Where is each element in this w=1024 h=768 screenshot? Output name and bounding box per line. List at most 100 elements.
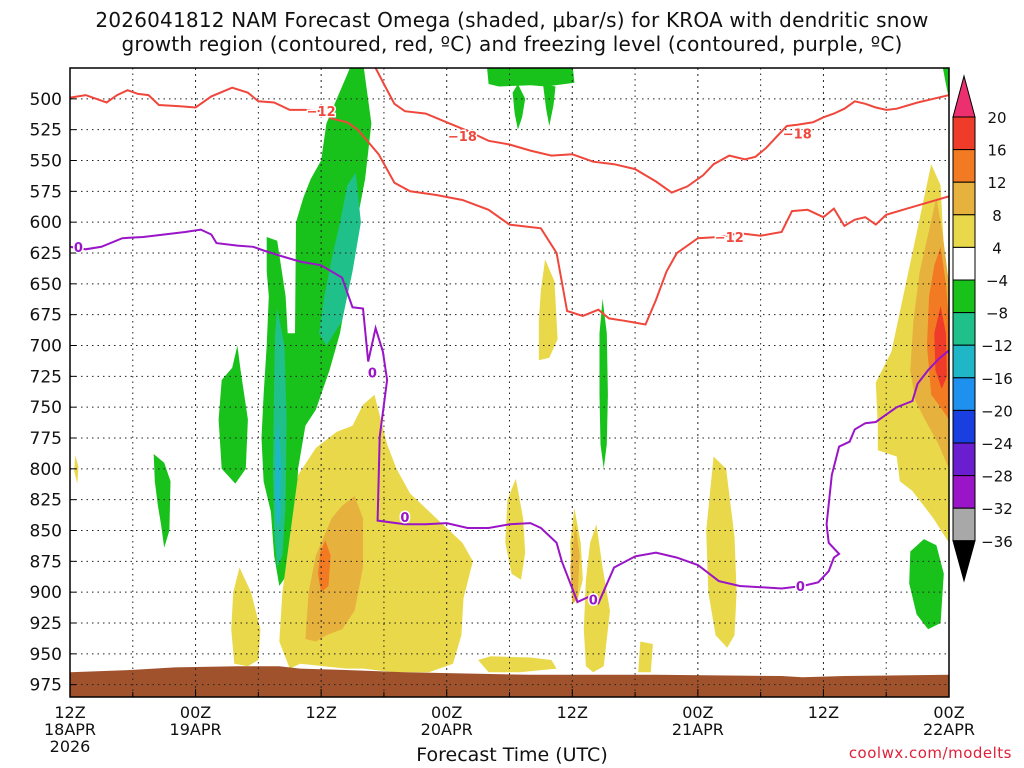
x-tick-label-60-2: 21APR xyxy=(672,720,724,739)
colorbar-label-13: −36 xyxy=(981,533,1013,551)
omega-region-22 xyxy=(706,456,737,648)
contour-label-fz-e: 0 xyxy=(796,580,805,595)
x-tick-label-48-1: 12Z xyxy=(557,703,588,722)
omega-region-21 xyxy=(638,641,653,673)
omega-region-1 xyxy=(261,68,372,586)
y-tick-label-700: 700 xyxy=(30,337,62,357)
omega-region-29 xyxy=(934,306,947,389)
colorbar-top-arrow xyxy=(952,74,976,118)
contour-label-dgz-minus18-b: −18 xyxy=(783,127,812,142)
y-tick-label-600: 600 xyxy=(30,213,62,233)
y-tick-label-950: 950 xyxy=(30,645,62,665)
x-tick-label-84-2: 22APR xyxy=(923,720,975,739)
omega-region-7 xyxy=(487,68,575,87)
omega-region-5 xyxy=(218,345,248,484)
omega-region-18 xyxy=(538,259,558,361)
colorbar-label-3: 8 xyxy=(992,207,1002,225)
colorbar-label-11: −28 xyxy=(981,468,1013,486)
x-tick-label-0-2: 18APR xyxy=(44,720,96,739)
y-tick-label-625: 625 xyxy=(30,244,62,264)
omega-region-16 xyxy=(505,478,526,580)
colorbar-swatch-2 xyxy=(952,149,976,183)
colorbar-label-0: 20 xyxy=(987,109,1006,127)
colorbar-label-7: −12 xyxy=(981,337,1013,355)
x-tick-label-60-1: 00Z xyxy=(682,703,713,722)
contour-label-dgz-minus12-b: −12 xyxy=(715,231,744,246)
colorbar-swatch-5 xyxy=(952,246,976,281)
y-tick-label-850: 850 xyxy=(30,522,62,542)
y-tick-label-775: 775 xyxy=(30,429,62,449)
credit-text: coolwx.com/modelts xyxy=(848,744,1012,762)
omega-region-10 xyxy=(599,298,608,469)
omega-region-14 xyxy=(231,567,261,667)
colorbar-swatch-8 xyxy=(952,344,976,379)
colorbar-label-8: −16 xyxy=(981,370,1013,388)
colorbar-label-10: −24 xyxy=(981,435,1013,453)
y-tick-label-650: 650 xyxy=(30,275,62,295)
x-tick-label-12-2: 19APR xyxy=(170,720,222,739)
omega-region-24 xyxy=(305,496,363,642)
colorbar-swatch-6 xyxy=(952,279,976,314)
omega-shading xyxy=(70,68,949,697)
colorbar-swatch-10 xyxy=(952,409,976,444)
contour-label-dgz-minus12-a: −12 xyxy=(307,105,336,120)
omega-region-19 xyxy=(583,524,610,673)
colorbar-swatch-4 xyxy=(952,214,976,248)
chart-title-line-2: growth region (contoured, red, ºC) and f… xyxy=(121,32,903,56)
y-tick-label-575: 575 xyxy=(30,182,62,202)
y-tick-label-725: 725 xyxy=(30,367,62,387)
colorbar-label-12: −32 xyxy=(981,500,1013,518)
terrain-fill xyxy=(70,666,949,697)
contour-label-fz-c: 0 xyxy=(400,511,409,526)
colorbar-label-6: −8 xyxy=(986,305,1008,323)
colorbar: 20 16 12 8 4 −4 −8 −12 −16 −20 −24 −28 −32 −36 xyxy=(952,74,1013,583)
omega-region-2 xyxy=(319,172,361,346)
y-tick-label-750: 750 xyxy=(30,398,62,418)
colorbar-bottom-arrow xyxy=(952,540,976,583)
omega-region-4 xyxy=(275,419,282,528)
contour-label-fz-d: 0 xyxy=(589,594,598,609)
y-tick-label-875: 875 xyxy=(30,552,62,572)
y-tick-label-675: 675 xyxy=(30,306,62,326)
x-tick-label-36-2: 20APR xyxy=(421,720,473,739)
y-tick-label-500: 500 xyxy=(30,90,62,110)
y-tick-label-925: 925 xyxy=(30,614,62,634)
y-tick-label-975: 975 xyxy=(30,676,62,696)
colorbar-swatch-13 xyxy=(952,507,976,542)
omega-region-17 xyxy=(478,656,557,673)
colorbar-swatch-11 xyxy=(952,442,976,477)
omega-region-6 xyxy=(153,454,171,548)
colorbar-label-4: 4 xyxy=(992,239,1002,257)
colorbar-swatch-12 xyxy=(952,475,976,509)
x-tick-label-24-1: 12Z xyxy=(305,703,336,722)
x-tick-label-72-1: 12Z xyxy=(808,703,839,722)
colorbar-swatch-1 xyxy=(952,116,976,151)
colorbar-label-5: −4 xyxy=(986,272,1008,290)
contour-label-fz-a: 0 xyxy=(74,241,83,256)
contour-label-fz-b: 0 xyxy=(368,367,377,382)
x-tick-label-12-1: 00Z xyxy=(180,703,211,722)
chart-title-line-1: 2026041812 NAM Forecast Omega (shaded, μ… xyxy=(95,8,929,32)
omega-region-9 xyxy=(543,84,556,126)
contour-labels: −12 −18 −18 −12 0 0 0 0 0 xyxy=(72,104,813,610)
contour-label-dgz-minus18-a: −18 xyxy=(448,130,477,145)
colorbar-swatch-9 xyxy=(952,377,976,411)
grid-lines xyxy=(70,68,949,697)
axes: 500 525 550 575 600 625 650 675 700 725 750 775 800 8… xyxy=(30,67,975,756)
y-tick-label-900: 900 xyxy=(30,583,62,603)
y-tick-label-800: 800 xyxy=(30,460,62,480)
x-tick-label-0-3: 2026 xyxy=(50,737,91,756)
y-tick-label-550: 550 xyxy=(30,152,62,172)
dgz-contour-minus12 xyxy=(70,86,949,326)
colorbar-label-1: 16 xyxy=(987,142,1006,160)
colorbar-swatch-3 xyxy=(952,181,976,216)
colorbar-swatch-7 xyxy=(952,312,976,346)
y-tick-label-525: 525 xyxy=(30,121,62,141)
y-tick-label-825: 825 xyxy=(30,491,62,511)
omega-region-8 xyxy=(512,84,526,130)
x-tick-label-36-1: 00Z xyxy=(431,703,462,722)
x-tick-label-0-1: 12Z xyxy=(54,703,85,722)
freezing-level-contour xyxy=(70,228,949,605)
omega-region-15 xyxy=(74,455,79,484)
